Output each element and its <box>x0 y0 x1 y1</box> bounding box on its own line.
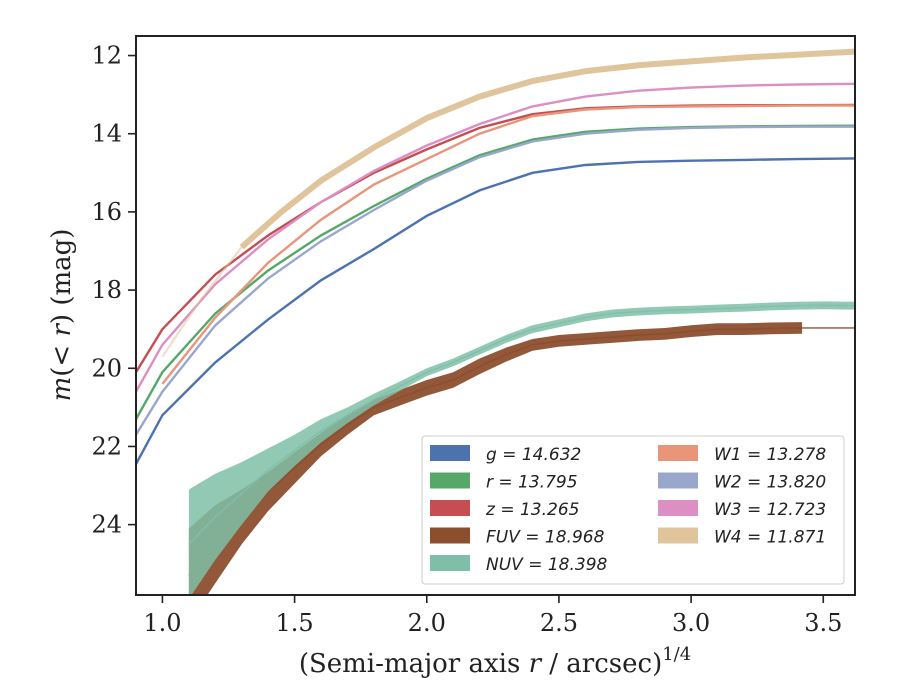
y-tick-label: 14 <box>91 120 122 148</box>
legend-swatch <box>658 472 698 489</box>
y-tick-label: 20 <box>91 354 122 382</box>
legend: g = 14.632 r = 13.795 z = 13.265 FUV = 18.9… <box>421 435 845 585</box>
line-w1 <box>161 104 855 385</box>
legend-swatch <box>658 500 698 516</box>
legend-swatch <box>658 445 698 461</box>
legend-label: g = 14.632 <box>486 445 581 465</box>
band-fuv <box>188 322 803 595</box>
legend-label: r = 13.795 <box>486 473 578 493</box>
legend-swatch <box>430 527 470 544</box>
legend-swatch <box>430 500 470 516</box>
line-r <box>136 124 855 420</box>
y-tick-label: 18 <box>91 276 122 304</box>
legend-frame <box>421 435 845 585</box>
line-w4-faded <box>161 246 243 358</box>
legend-swatch <box>658 527 698 544</box>
line-fuv <box>188 327 803 576</box>
y-tick-label: 24 <box>91 511 122 539</box>
legend-label: W4 = 11.871 <box>714 528 826 548</box>
plot-frame <box>135 35 856 596</box>
x-axis-label: (Semi-major axis r / arcsec)1/4 <box>299 644 691 679</box>
x-tick-label: 3.5 <box>804 609 842 637</box>
legend-label: NUV = 18.398 <box>486 555 608 575</box>
line-nuv <box>188 304 855 545</box>
legend-label: W1 = 13.278 <box>714 445 826 465</box>
legend-label: z = 13.265 <box>485 500 579 520</box>
series-layer <box>136 48 855 595</box>
y-axis-label: m(< r) (mag) <box>47 229 77 402</box>
legend-swatch <box>430 555 470 571</box>
x-tick-label: 2.0 <box>408 609 446 637</box>
y-tick-label: 12 <box>91 42 122 70</box>
legend-swatch <box>430 472 470 489</box>
x-tick-label: 3.0 <box>672 609 710 637</box>
legend-label: FUV = 18.968 <box>486 528 605 548</box>
line-g <box>136 157 855 465</box>
line-w2 <box>136 125 855 436</box>
ticks-layer: 1.0 1.5 2.0 2.5 3.0 3.5 12 14 16 18 20 22 24 <box>91 42 842 637</box>
x-tick-label: 2.5 <box>540 609 578 637</box>
legend-swatch <box>430 445 470 461</box>
x-tick-label: 1.5 <box>276 609 314 637</box>
y-tick-label: 16 <box>91 198 122 226</box>
legend-label: W3 = 12.723 <box>714 500 826 520</box>
line-w4 <box>239 48 855 250</box>
y-tick-label: 22 <box>91 432 122 460</box>
line-w3 <box>136 82 855 393</box>
legend-items: g = 14.632 r = 13.795 z = 13.265 FUV = 18.9… <box>430 445 826 575</box>
x-tick-label: 1.0 <box>143 609 181 637</box>
legend-label: W2 = 13.820 <box>714 473 826 493</box>
